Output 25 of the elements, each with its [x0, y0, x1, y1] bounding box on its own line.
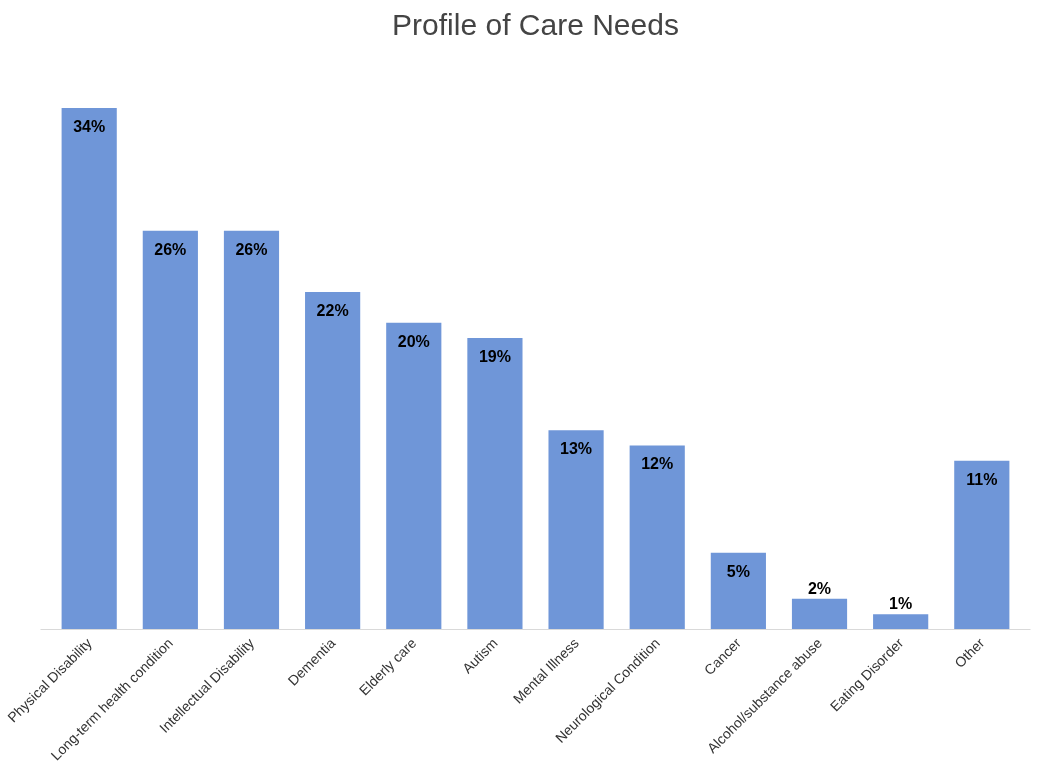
data-label: 26% — [154, 240, 187, 258]
data-label: 5% — [726, 562, 750, 580]
data-label: 26% — [235, 240, 268, 258]
bar — [710, 552, 766, 630]
bar — [629, 445, 685, 630]
bar — [305, 292, 361, 630]
data-label: 19% — [478, 348, 511, 366]
bar — [142, 230, 198, 630]
data-label: 20% — [397, 332, 430, 350]
chart-title: Profile of Care Needs — [392, 7, 679, 41]
data-label: 11% — [966, 470, 998, 488]
data-label: 1% — [889, 595, 913, 613]
data-label: 34% — [73, 118, 106, 136]
bar — [223, 230, 280, 630]
data-label: 22% — [316, 302, 349, 320]
bar — [873, 614, 929, 630]
bar — [548, 430, 604, 630]
data-label: 13% — [560, 440, 593, 458]
bar — [386, 322, 442, 630]
data-label: 2% — [807, 579, 832, 597]
bar — [954, 460, 1010, 630]
bar — [791, 598, 848, 630]
data-label: 12% — [641, 455, 674, 473]
bar — [61, 108, 117, 630]
bar — [467, 338, 523, 630]
